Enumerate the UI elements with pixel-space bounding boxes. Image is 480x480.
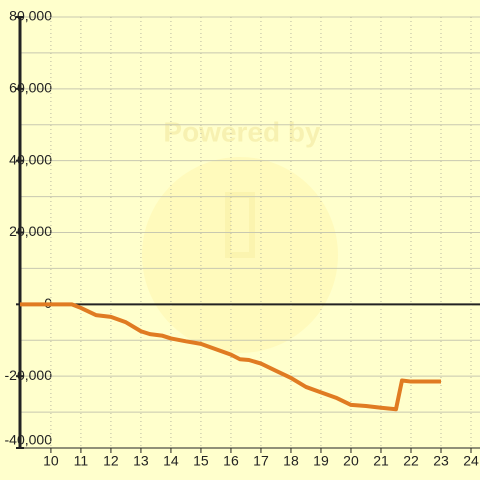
x-tick-label: 19 xyxy=(313,453,329,469)
x-tick-label: 20 xyxy=(343,453,359,469)
x-tick-label: 22 xyxy=(403,453,419,469)
watermark: Powered by xyxy=(163,116,321,147)
y-tick-label: 60,000 xyxy=(9,80,52,96)
y-tick-label: 80,000 xyxy=(9,8,52,24)
x-tick-label: 18 xyxy=(283,453,299,469)
y-tick-label: -40,000 xyxy=(5,432,53,448)
x-tick-label: 16 xyxy=(223,453,239,469)
y-tick-label: 20,000 xyxy=(9,223,52,239)
x-tick-label: 23 xyxy=(433,453,449,469)
line xyxy=(20,302,441,412)
x-tick-label: 15 xyxy=(193,453,209,469)
x-tick-label: 11 xyxy=(74,453,89,469)
y-tick-label: -20,000 xyxy=(5,367,53,383)
watermark-logo xyxy=(142,157,338,353)
x-tick-label: 24 xyxy=(463,453,479,469)
x-tick-label: 12 xyxy=(103,453,119,469)
x-tick-label: 13 xyxy=(133,453,149,469)
x-tick-label: 17 xyxy=(253,453,269,469)
x-tick-label: 14 xyxy=(163,453,179,469)
x-tick-label: 10 xyxy=(43,453,59,469)
y-tick-label: 40,000 xyxy=(9,151,52,167)
x-tick-label: 21 xyxy=(373,453,389,469)
